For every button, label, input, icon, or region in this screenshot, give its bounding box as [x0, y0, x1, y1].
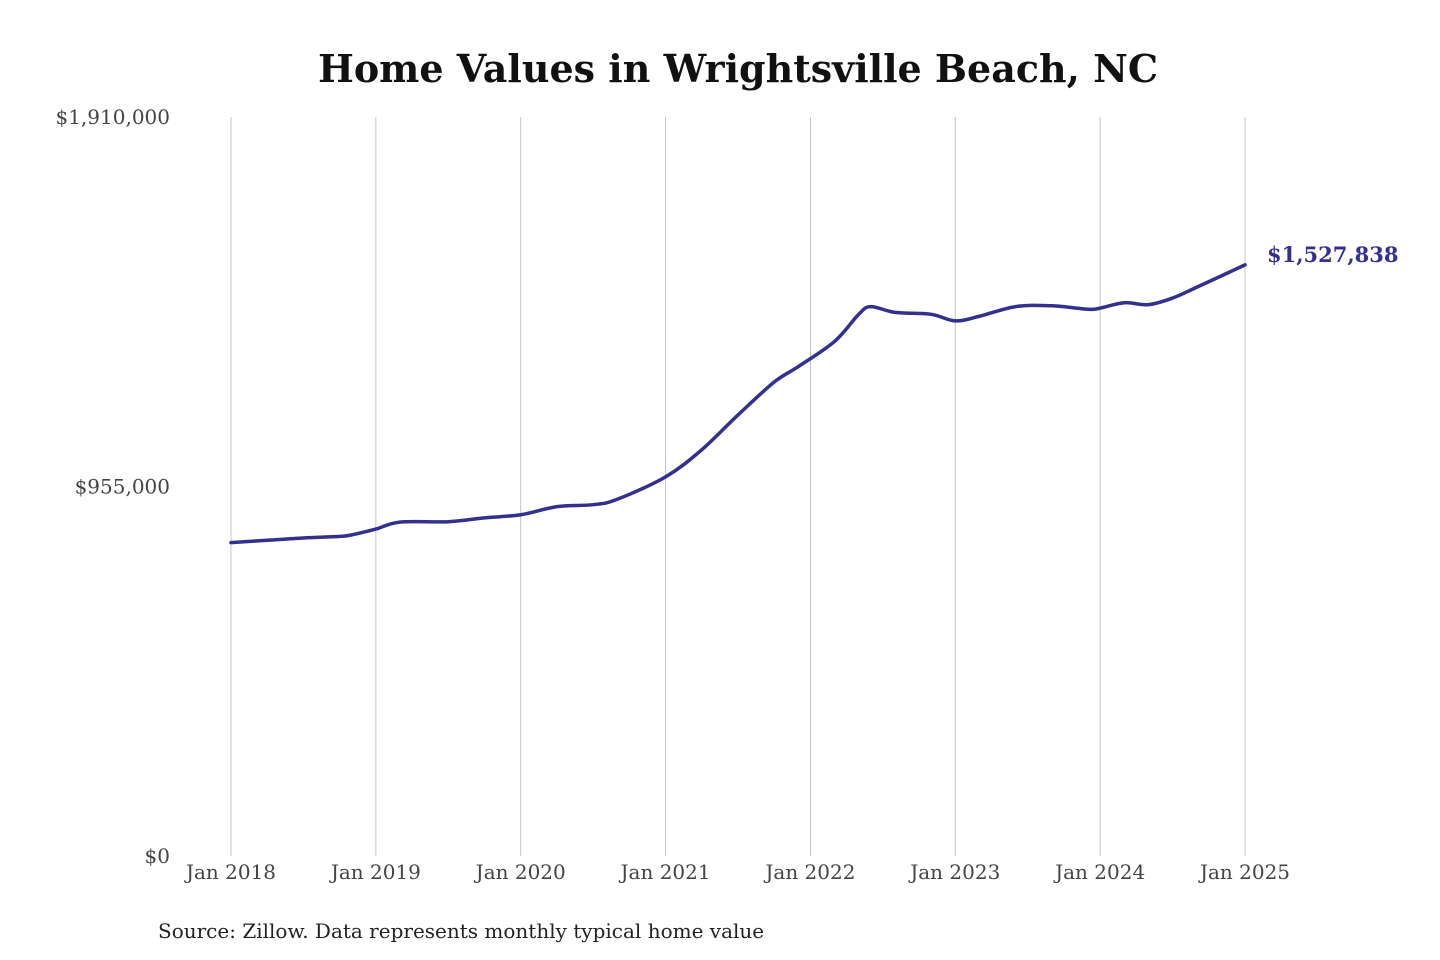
x-tick-label: Jan 2018: [184, 860, 276, 884]
x-tick-label: Jan 2021: [619, 860, 711, 884]
x-tick-label: Jan 2025: [1198, 860, 1290, 884]
series-layer: [229, 263, 1247, 545]
chart-title: Home Values in Wrightsville Beach, NC: [318, 46, 1158, 91]
x-tick-label: Jan 2024: [1053, 860, 1145, 884]
end-value-label: $1,527,838: [1267, 242, 1399, 267]
x-tick-label: Jan 2022: [763, 860, 855, 884]
x-tick-label: Jan 2019: [329, 860, 421, 884]
y-tick-label: $0: [145, 844, 170, 868]
x-tick-label: Jan 2023: [908, 860, 1000, 884]
series-line: [229, 263, 1247, 545]
source-note: Source: Zillow. Data represents monthly …: [158, 919, 764, 943]
y-tick-label: $955,000: [75, 475, 170, 499]
y-axis: $0 $955,000 $1,910,000: [55, 105, 170, 868]
y-tick-label: $1,910,000: [55, 105, 170, 129]
x-tick-label: Jan 2020: [474, 860, 566, 884]
x-axis: Jan 2018 Jan 2019 Jan 2020 Jan 2021 Jan 2022…: [184, 860, 1290, 884]
gridlines: [230, 117, 1246, 856]
